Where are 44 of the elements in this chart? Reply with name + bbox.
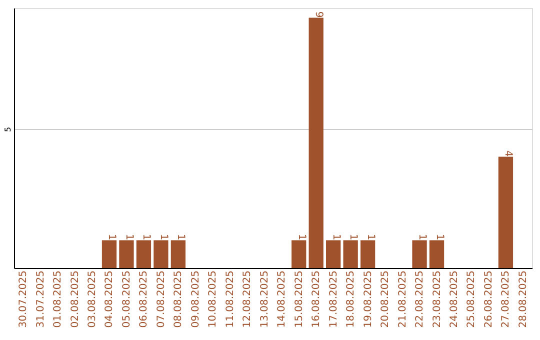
x-tick-label: 11.08.2025 — [224, 270, 236, 328]
y-tick-label: 5 — [4, 126, 12, 132]
x-tick-label: 01.08.2025 — [52, 270, 64, 328]
data-label: 1 — [416, 234, 428, 240]
data-label: 9 — [313, 11, 324, 18]
x-tick-label: 31.07.2025 — [35, 270, 46, 328]
x-tick-label: 02.08.2025 — [70, 270, 81, 328]
x-tick-label: 23.08.2025 — [432, 270, 443, 328]
x-tick-label: 15.08.2025 — [294, 270, 305, 328]
data-label: 1 — [158, 234, 169, 240]
data-label: 1 — [296, 234, 307, 240]
x-tick-label: 14.08.2025 — [276, 270, 288, 328]
x-tick-label: 04.08.2025 — [104, 270, 116, 328]
x-tick-label: 08.08.2025 — [173, 270, 184, 328]
data-label: 1 — [140, 234, 152, 240]
data-label: 1 — [434, 234, 445, 240]
x-tick-label: 09.08.2025 — [190, 270, 202, 328]
data-label: 1 — [330, 234, 342, 240]
x-tick-label: 18.08.2025 — [346, 270, 357, 328]
x-tick-label: 03.08.2025 — [87, 270, 98, 328]
x-tick-label: 06.08.2025 — [138, 270, 150, 328]
x-tick-label: 12.08.2025 — [242, 270, 254, 328]
data-label: 1 — [364, 234, 376, 240]
x-tick-label: 17.08.2025 — [328, 270, 340, 328]
x-tick-label: 16.08.2025 — [311, 270, 322, 328]
data-label: 4 — [502, 150, 514, 157]
x-tick-label: 05.08.2025 — [121, 270, 132, 328]
x-tick-label: 27.08.2025 — [500, 270, 512, 328]
x-tick-label: 28.08.2025 — [518, 270, 529, 328]
x-tick-label: 30.07.2025 — [18, 270, 30, 328]
data-label: 1 — [106, 234, 118, 240]
x-tick-label: 20.08.2025 — [380, 270, 392, 328]
x-tick-label: 10.08.2025 — [208, 270, 219, 328]
x-tick-label: 07.08.2025 — [156, 270, 167, 328]
x-tick-label: 19.08.2025 — [362, 270, 374, 328]
data-label: 1 — [123, 234, 134, 240]
x-tick-label: 22.08.2025 — [414, 270, 426, 328]
data-label: 1 — [175, 234, 186, 240]
x-tick-label: 24.08.2025 — [449, 270, 460, 328]
x-tick-label: 13.08.2025 — [259, 270, 270, 328]
x-tick-label: 25.08.2025 — [466, 270, 478, 328]
data-label: 1 — [348, 234, 359, 240]
x-tick-label: 26.08.2025 — [483, 270, 494, 328]
x-tick-label: 21.08.2025 — [397, 270, 408, 328]
